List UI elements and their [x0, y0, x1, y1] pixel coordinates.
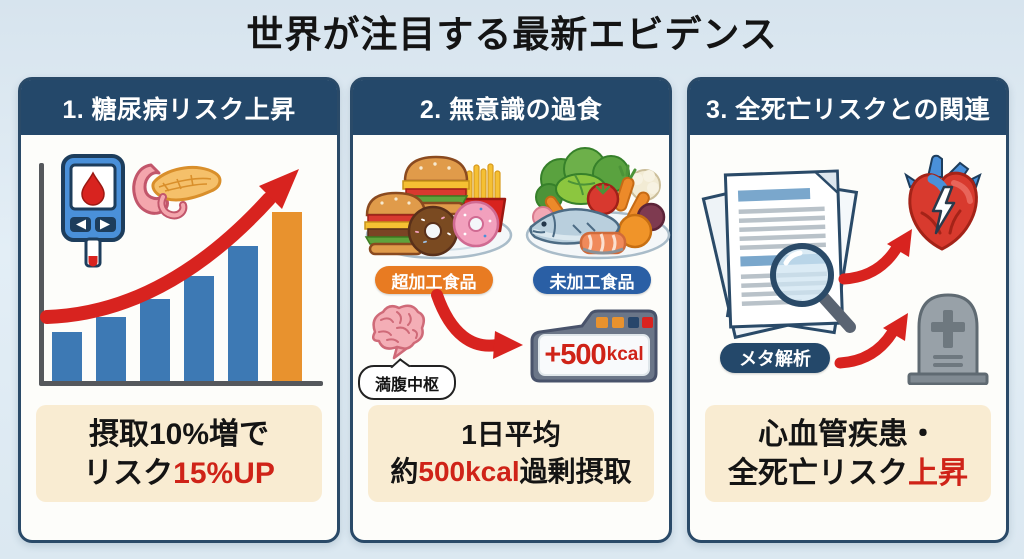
panel3-summary: 心血管疾患・ 全死亡リスク上昇 — [705, 405, 991, 502]
summary2-red: 500kcal — [418, 455, 520, 487]
healthy-food-plate-icon — [525, 147, 671, 260]
panel1-header: 1. 糖尿病リスク上昇 — [21, 80, 337, 135]
research-papers-icon — [701, 169, 859, 340]
panel2-summary: 1日平均 約500kcal過剰摂取 — [368, 405, 654, 502]
ultraprocessed-food-label: 超加工食品 — [375, 266, 493, 294]
bar — [228, 246, 258, 381]
panel-diabetes-risk: 1. 糖尿病リスク上昇 — [18, 77, 340, 543]
summary3-line2-black: 全死亡リスク — [728, 456, 908, 490]
panel3-body: メタ解析 — [690, 135, 1006, 502]
summary1-line2-red: 15%UP — [173, 456, 275, 490]
overeat-arrow-icon — [431, 289, 523, 359]
unprocessed-food-label: 未加工食品 — [533, 266, 651, 294]
arrow-to-heart-icon — [838, 229, 912, 285]
pancreas-icon — [132, 163, 222, 220]
chart-x-axis — [39, 381, 323, 386]
glucose-meter-icon — [61, 154, 125, 268]
summary2-line1: 1日平均 — [461, 419, 561, 451]
satiety-center-label: 満腹中枢 — [358, 358, 456, 400]
bar — [96, 317, 126, 381]
calorie-display-icon: +500 kcal — [525, 307, 663, 387]
page-title: 世界が注目する最新エビデンス — [246, 14, 778, 55]
chart-y-axis — [39, 163, 44, 385]
brain-icon — [371, 304, 426, 360]
panel2-header: 2. 無意識の過食 — [353, 80, 669, 135]
heart-icon — [904, 154, 982, 251]
summary2-prefix: 約 — [390, 455, 419, 487]
calorie-value: +500 kcal — [544, 338, 644, 371]
summary1-line2-black: リスク — [83, 456, 174, 490]
panel1-summary: 摂取10%増で リスク15%UP — [36, 405, 322, 502]
panel-overeating: 2. 無意識の過食 — [350, 77, 672, 543]
bar — [272, 212, 302, 381]
rising-arrow-icon — [40, 169, 299, 324]
bar — [52, 332, 82, 381]
bar-chart-bars — [52, 161, 302, 381]
summary1-line1: 摂取10%増で — [88, 417, 270, 451]
bar — [184, 276, 214, 381]
calorie-display-body — [530, 309, 658, 383]
panel1-body: 摂取10%増で リスク15%UP — [21, 135, 337, 502]
arrow-to-tombstone-icon — [834, 313, 908, 369]
summary3-line2-red: 上昇 — [908, 456, 968, 490]
panel3-header: 3. 全死亡リスクとの関連 — [690, 80, 1006, 135]
summary3-line1: 心血管疾患・ — [758, 417, 938, 451]
summary2-suffix: 過剰摂取 — [519, 455, 632, 487]
bar — [140, 299, 170, 381]
panel2-body: 超加工食品 未加工食品 満腹中枢 — [353, 135, 671, 502]
panel-mortality-risk: 3. 全死亡リスクとの関連 — [687, 77, 1009, 543]
tombstone-icon — [907, 293, 989, 385]
meta-analysis-label: メタ解析 — [720, 343, 830, 373]
junk-food-plate-icon — [364, 155, 513, 260]
